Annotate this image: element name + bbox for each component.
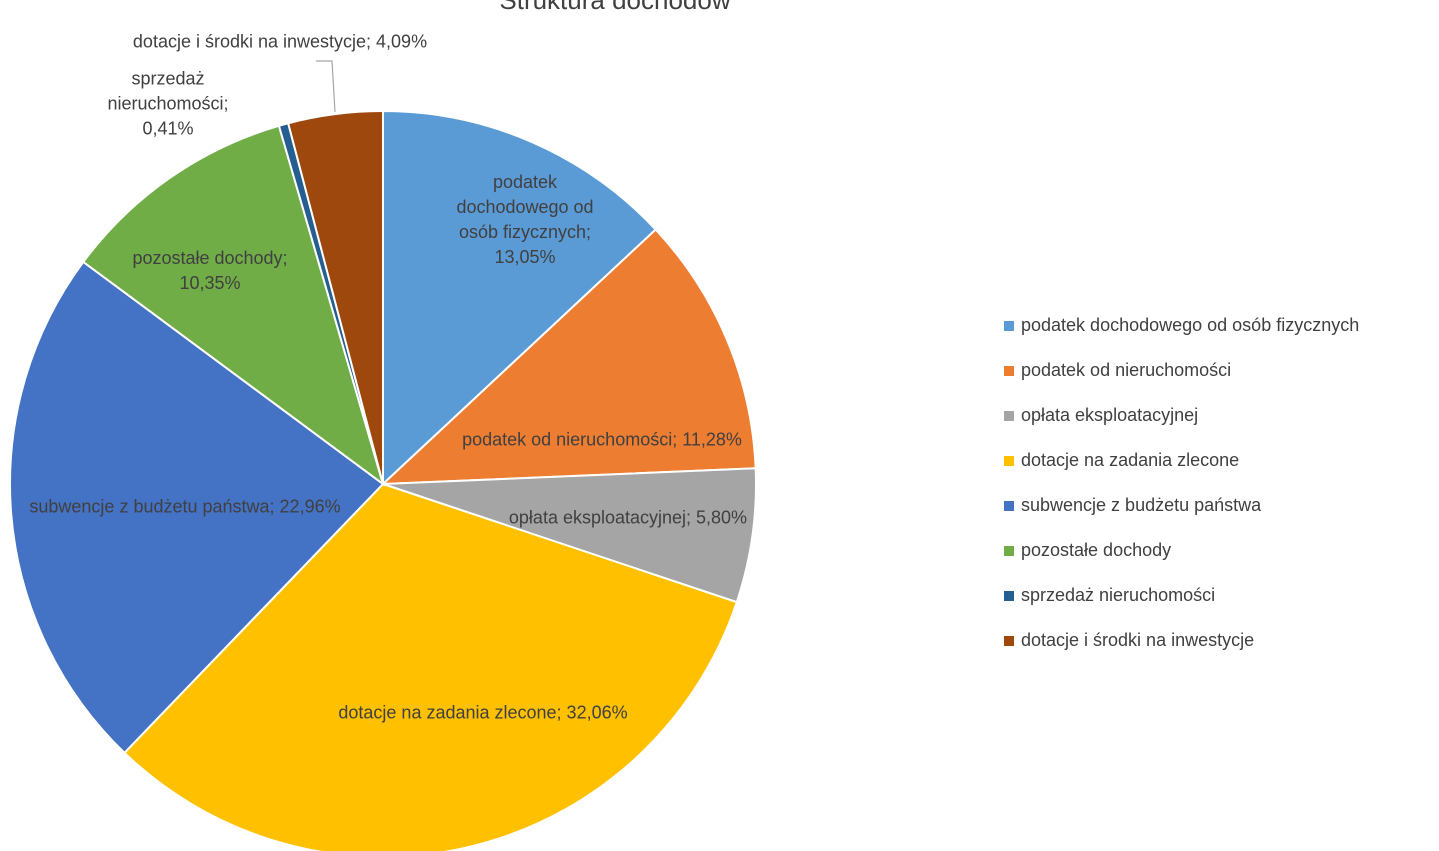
legend-swatch	[1004, 411, 1014, 421]
data-label: subwencje z budżetu państwa; 22,96%	[29, 496, 341, 517]
legend-swatch	[1004, 501, 1014, 511]
legend-label: podatek od nieruchomości	[1021, 360, 1231, 380]
legend-swatch	[1004, 636, 1014, 646]
leader-line	[316, 60, 336, 113]
data-label: opłata eksploatacyjnej; 5,80%	[508, 507, 748, 528]
legend-label: dotacje na zadania zlecone	[1021, 450, 1239, 470]
legend-label: podatek dochodowego od osób fizycznych	[1021, 315, 1359, 335]
legend-label: sprzedaż nieruchomości	[1021, 585, 1215, 605]
chart-title: Struktura dochodów	[499, 0, 730, 15]
legend-swatch	[1004, 321, 1014, 331]
pie-slice	[9, 260, 385, 755]
pie-slice	[382, 467, 757, 604]
legend-swatch	[1004, 456, 1014, 466]
legend-label: pozostałe dochody	[1021, 540, 1171, 560]
data-label: dotacje na zadania zlecone; 32,06%	[338, 702, 628, 723]
pie-slice	[382, 109, 658, 487]
pie-slice	[286, 109, 384, 485]
legend-swatch	[1004, 546, 1014, 556]
data-label: podatek dochodowego od osób fizycznych; …	[456, 172, 594, 267]
legend-swatch	[1004, 366, 1014, 376]
legend-label: dotacje i środki na inwestycje	[1021, 630, 1254, 650]
legend-label: subwencje z budżetu państwa	[1021, 495, 1262, 515]
legend-swatch	[1004, 591, 1014, 601]
pie-slice	[380, 228, 757, 486]
data-label: dotacje i środki na inwestycje; 4,09%	[132, 31, 428, 52]
data-label: sprzedaż nieruchomości; 0,41%	[107, 68, 229, 139]
data-label: podatek od nieruchomości; 11,28%	[462, 429, 742, 450]
data-label: pozostałe dochody; 10,35%	[132, 248, 288, 293]
pie-slice	[123, 482, 739, 851]
legend-label: opłata eksploatacyjnej	[1021, 405, 1198, 425]
pie-slice	[81, 124, 385, 487]
